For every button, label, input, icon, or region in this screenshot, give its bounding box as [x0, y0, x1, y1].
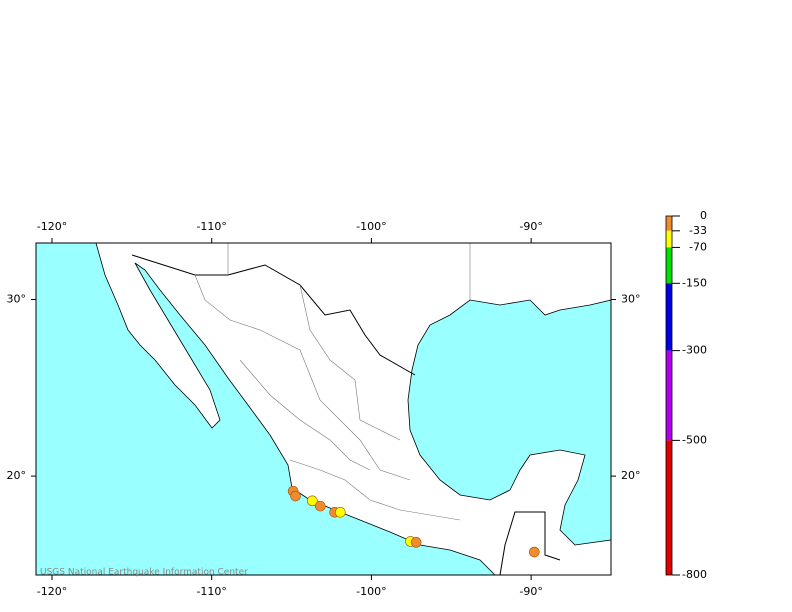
map-frame [35, 242, 612, 576]
colorbar-tick-label: -33 [689, 224, 707, 237]
x-tick-label: -110° [196, 585, 226, 598]
colorbar-tick-label: -500 [682, 433, 707, 446]
x-tick-label: -110° [196, 220, 226, 233]
state-line [239, 359, 371, 471]
colorbar-segment [666, 283, 672, 351]
earthquake [315, 500, 326, 512]
colorbar-segment [666, 247, 672, 284]
y-tick-label: 30° [621, 293, 641, 306]
land [95, 242, 612, 576]
colorbar-tick-label: -300 [682, 344, 707, 357]
x-tick-label: -100° [356, 220, 386, 233]
colorbar-segment [666, 230, 672, 248]
country-border [499, 511, 561, 576]
x-tick-label: -90° [519, 220, 542, 233]
state-line [289, 459, 461, 521]
earthquake [410, 537, 422, 548]
colorbar-segment [666, 440, 672, 575]
colorbar-segment [666, 350, 672, 441]
colorbar-tick-label: -70 [689, 240, 707, 253]
colorbar-tick-label: -800 [682, 568, 707, 581]
earthquake [307, 495, 318, 507]
colorbar-tick-label: 0 [700, 209, 707, 222]
x-tick-label: -120° [37, 220, 67, 233]
colorbar-frame [665, 215, 673, 576]
country-border [131, 254, 416, 376]
colorbar-tick-label: -150 [682, 276, 707, 289]
earthquake [529, 546, 540, 558]
y-tick-label: 30° [7, 293, 27, 306]
x-tick-label: -100° [356, 585, 386, 598]
state-line [194, 274, 411, 481]
x-tick-label: -90° [519, 585, 542, 598]
state-line [299, 284, 401, 441]
earthquake [334, 507, 346, 518]
y-tick-label: 20° [7, 469, 27, 482]
x-tick-label: -120° [37, 585, 67, 598]
colorbar-segment [666, 216, 672, 231]
earthquake [290, 490, 301, 502]
y-tick-label: 20° [621, 469, 641, 482]
credit: USGS National Earthquake Information Cen… [40, 568, 248, 578]
